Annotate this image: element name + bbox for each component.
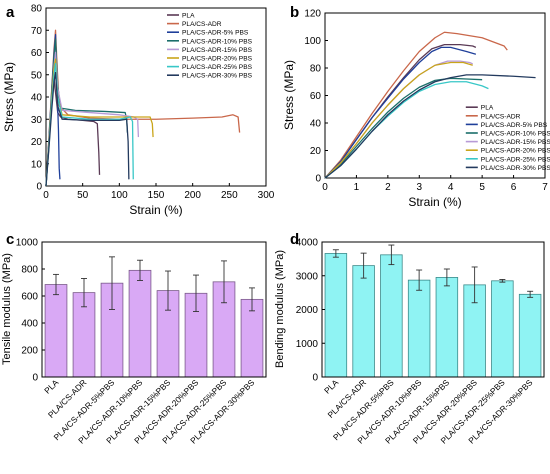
legend-label-6: PLA/CS-ADR-20% PBS — [182, 56, 253, 63]
series-line-1 — [45, 78, 101, 187]
bar-4 — [407, 279, 431, 378]
panel-letter-b: b — [290, 4, 299, 21]
plot-frame — [41, 241, 267, 378]
bar-3 — [380, 254, 403, 378]
y-tick-label: 60 — [310, 91, 322, 102]
y-tick-label: 20 — [31, 137, 43, 148]
x-tick-label: 4 — [448, 182, 454, 193]
x-tick-label: 6 — [511, 182, 517, 193]
legend-label-4: PLA/CS-ADR-10% PBS — [182, 38, 253, 45]
chart-a-stress-strain: 0 50 100 150 200 250 300 0 10 20 30 40 50 60 70 80 Strai… — [2, 4, 275, 218]
y-tick-label: 50 — [31, 70, 43, 81]
x-tick-label: 3 — [417, 182, 423, 193]
y-tick-label: 600 — [21, 292, 38, 303]
x-axis-title: Strain (%) — [408, 195, 461, 209]
chart-d-bending-modulus: 01000200030004000PLAPLA/CS-ADRPLA/CS-ADR… — [274, 238, 545, 446]
y-tick-label: 40 — [31, 93, 43, 104]
x-tick-label: 7 — [542, 182, 548, 193]
series-line-2 — [324, 31, 508, 179]
x-tick-label: 200 — [184, 190, 201, 201]
y-tick-label: 200 — [21, 346, 38, 357]
y-tick-label: 10 — [31, 159, 43, 170]
series-line-8 — [45, 71, 130, 187]
y-tick-label: 3000 — [296, 271, 319, 282]
x-tick-label: 1 — [354, 182, 360, 193]
bar-4 — [128, 269, 152, 378]
y-tick-label: 2000 — [296, 305, 319, 316]
bar-1 — [44, 284, 68, 378]
panel-letter-a: a — [6, 4, 15, 21]
y-axis-title: Stress (MPa) — [2, 62, 16, 132]
x-category-label-1: PLA — [42, 377, 61, 396]
y-tick-label: 0 — [36, 182, 42, 193]
x-tick-label: 250 — [221, 190, 238, 201]
legend-label-2: PLA/CS-ADR — [481, 113, 521, 120]
x-tick-label: 0 — [322, 182, 328, 193]
y-tick-label: 400 — [21, 319, 38, 330]
y-tick-label: 1000 — [16, 238, 39, 249]
legend-label-1: PLA — [481, 105, 494, 112]
x-tick-label: 300 — [258, 190, 275, 201]
bar-7 — [491, 280, 514, 378]
y-tick-label: 40 — [310, 119, 322, 130]
x-tick-label: 2 — [385, 182, 391, 193]
legend-label-8: PLA/CS-ADR-30% PBS — [182, 73, 253, 80]
panel-letter-d: d — [290, 231, 299, 248]
y-axis-title: Stress (MPa) — [282, 60, 296, 130]
x-tick-label: 50 — [77, 190, 89, 201]
chart-b-stress-strain: 0 1 2 3 4 5 6 7 0 20 40 60 80 100 120 Strain (%) Stress … — [282, 9, 550, 210]
series-line-6 — [324, 61, 473, 179]
legend-label-2: PLA/CS-ADR — [182, 21, 222, 28]
y-tick-label: 0 — [312, 373, 318, 384]
bar-1 — [324, 253, 348, 378]
y-tick-label: 100 — [304, 36, 321, 47]
y-tick-label: 1000 — [296, 339, 319, 350]
legend-label-7: PLA/CS-ADR-25% PBS — [182, 64, 253, 71]
legend-label-8: PLA/CS-ADR-30% PBS — [481, 165, 550, 172]
legend-label-5: PLA/CS-ADR-15% PBS — [481, 139, 550, 146]
legend-label-1: PLA — [182, 13, 195, 20]
legend-label-3: PLA/CS-ADR-5% PBS — [481, 122, 548, 129]
y-tick-label: 70 — [31, 26, 43, 37]
y-tick-label: 60 — [31, 48, 43, 59]
series-line-8 — [324, 74, 536, 179]
y-tick-label: 80 — [31, 4, 43, 15]
x-category-label-1: PLA — [322, 377, 341, 396]
x-tick-label: 5 — [479, 182, 485, 193]
y-tick-label: 120 — [304, 9, 321, 20]
x-tick-label: 0 — [43, 190, 49, 201]
y-tick-label: 30 — [31, 115, 43, 126]
legend-label-7: PLA/CS-ADR-25% PBS — [481, 156, 550, 163]
chart-c-tensile-modulus: 02004006008001000PLAPLA/CS-ADRPLA/CS-ADR… — [1, 238, 267, 446]
panel-letter-c: c — [6, 231, 14, 248]
y-axis-title: Bending modulus (MPa) — [274, 250, 286, 368]
y-tick-label: 20 — [310, 146, 322, 157]
legend-label-5: PLA/CS-ADR-15% PBS — [182, 47, 253, 54]
legend-label-6: PLA/CS-ADR-20% PBS — [481, 148, 550, 155]
y-tick-label: 800 — [21, 265, 38, 276]
x-tick-label: 100 — [111, 190, 128, 201]
series-line-4 — [324, 77, 483, 179]
y-tick-label: 4000 — [296, 238, 319, 249]
y-tick-label: 0 — [32, 373, 38, 384]
legend-label-4: PLA/CS-ADR-10% PBS — [481, 131, 550, 138]
x-axis-title: Strain (%) — [129, 203, 182, 217]
bar-5 — [435, 277, 459, 378]
bar-2 — [352, 265, 375, 378]
legend-label-3: PLA/CS-ADR-5% PBS — [182, 30, 249, 37]
bar-8 — [518, 293, 542, 378]
x-tick-label: 150 — [148, 190, 165, 201]
series-line-3 — [324, 46, 477, 179]
y-tick-label: 80 — [310, 64, 322, 75]
y-tick-label: 0 — [315, 174, 321, 185]
y-axis-title: Tensile modulus (MPa) — [1, 253, 13, 365]
